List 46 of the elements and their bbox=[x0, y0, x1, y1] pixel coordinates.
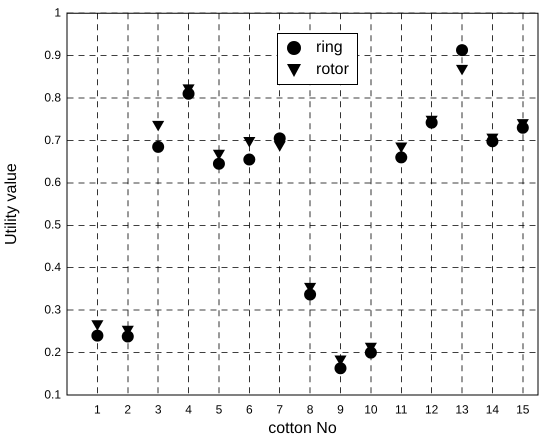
y-tick-label: 0.8 bbox=[44, 90, 62, 104]
x-tick-label: 11 bbox=[395, 402, 408, 417]
x-tick-label: 10 bbox=[364, 402, 378, 417]
point bbox=[91, 320, 104, 331]
point bbox=[516, 122, 529, 134]
x-tick-label: 2 bbox=[124, 402, 132, 417]
point bbox=[122, 330, 134, 342]
x-tick-label: 14 bbox=[486, 402, 500, 417]
y-tick-label: 1 bbox=[54, 6, 62, 20]
x-tick-label: 6 bbox=[246, 402, 253, 417]
point bbox=[243, 136, 256, 148]
x-axis-title: cotton No bbox=[268, 420, 337, 437]
y-axis-title: Utility value bbox=[3, 163, 20, 246]
x-tick-label: 9 bbox=[337, 402, 344, 417]
y-tick-label: 0.5 bbox=[44, 218, 62, 232]
point bbox=[91, 330, 104, 342]
point bbox=[334, 362, 346, 374]
point bbox=[152, 120, 164, 132]
y-tick-label: 0.7 bbox=[44, 132, 62, 147]
x-tick-label: 5 bbox=[216, 402, 223, 417]
point bbox=[456, 64, 468, 76]
x-tick-label: 8 bbox=[306, 402, 314, 417]
point bbox=[243, 154, 256, 166]
point bbox=[456, 44, 468, 56]
y-tick-label: 0.3 bbox=[44, 302, 62, 316]
y-tick-label: 0.1 bbox=[44, 387, 62, 402]
point bbox=[304, 288, 316, 300]
point bbox=[212, 158, 225, 170]
x-tick-label: 7 bbox=[276, 402, 284, 417]
point bbox=[395, 142, 408, 153]
x-tick-label: 1 bbox=[94, 402, 102, 417]
point bbox=[152, 140, 164, 153]
x-tick-label: 15 bbox=[516, 402, 530, 417]
y-tick-label: 0.9 bbox=[44, 48, 62, 62]
y-tick-label: 0.4 bbox=[44, 260, 62, 274]
x-tick-label: 12 bbox=[424, 402, 439, 417]
point bbox=[395, 151, 408, 164]
y-tick-label: 0.6 bbox=[44, 175, 62, 190]
x-tick-label: 3 bbox=[154, 402, 162, 417]
x-tick-label: 13 bbox=[455, 402, 470, 417]
legend-label: rotor bbox=[316, 60, 349, 80]
point bbox=[182, 88, 195, 100]
legend-label: ring bbox=[316, 38, 343, 58]
x-tick-label: 4 bbox=[185, 402, 192, 417]
y-tick-label: 0.2 bbox=[44, 344, 62, 359]
point bbox=[364, 346, 377, 359]
